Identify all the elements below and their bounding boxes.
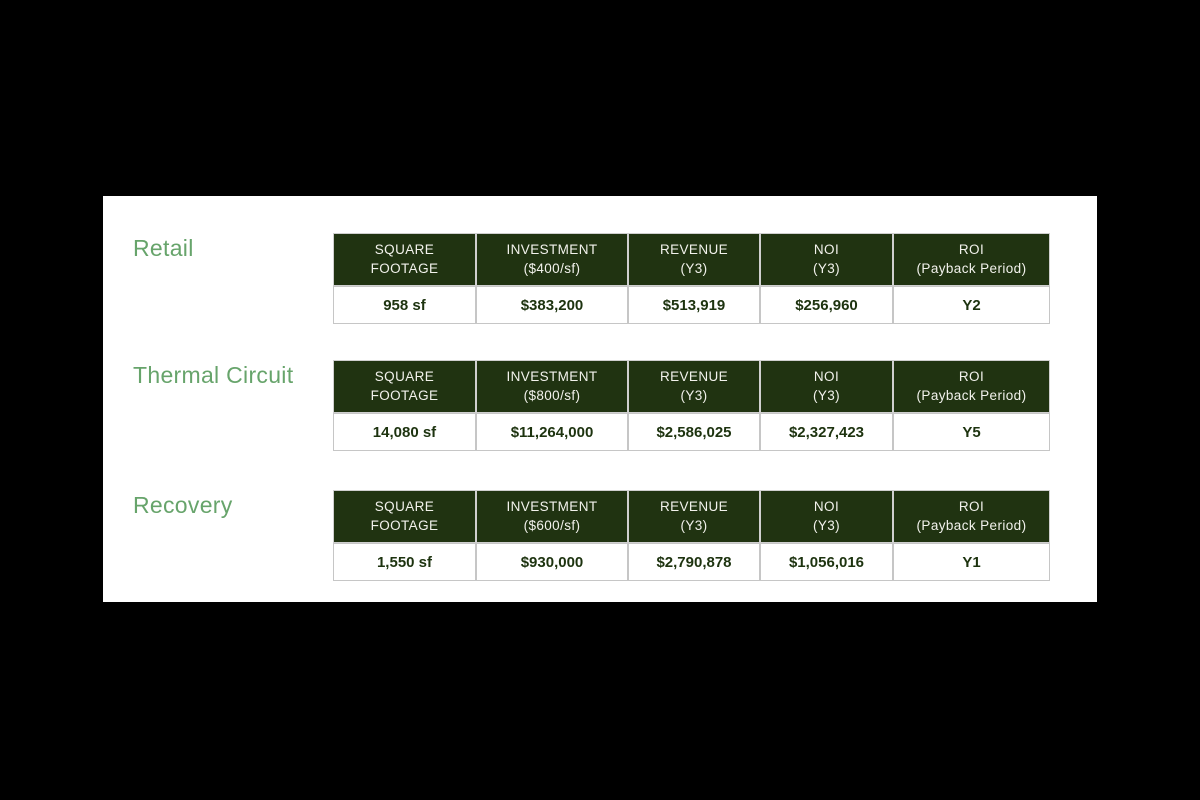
table-row: 1,550 sf $930,000 $2,790,878 $1,056,016 … — [333, 543, 1050, 581]
table-retail: SQUARE FOOTAGE INVESTMENT ($400/sf) REVE… — [333, 233, 1050, 324]
cell-investment: $383,200 — [476, 286, 628, 324]
column-header-square-footage: SQUARE FOOTAGE — [333, 233, 476, 286]
column-header-investment: INVESTMENT ($800/sf) — [476, 360, 628, 413]
table-header-row: SQUARE FOOTAGE INVESTMENT ($600/sf) REVE… — [333, 490, 1050, 543]
cell-square-footage: 958 sf — [333, 286, 476, 324]
cell-roi: Y2 — [893, 286, 1050, 324]
column-header-revenue: REVENUE (Y3) — [628, 233, 760, 286]
table-recovery: SQUARE FOOTAGE INVESTMENT ($600/sf) REVE… — [333, 490, 1050, 581]
table-thermal-circuit: SQUARE FOOTAGE INVESTMENT ($800/sf) REVE… — [333, 360, 1050, 451]
column-header-noi: NOI (Y3) — [760, 360, 893, 413]
cell-investment: $11,264,000 — [476, 413, 628, 451]
section-title-recovery: Recovery — [133, 492, 233, 518]
section-retail: Retail SQUARE FOOTAGE INVESTMENT ($400/s… — [133, 233, 1097, 324]
section-thermal-circuit: Thermal Circuit SQUARE FOOTAGE INVESTMEN… — [133, 360, 1097, 451]
table-row: 14,080 sf $11,264,000 $2,586,025 $2,327,… — [333, 413, 1050, 451]
cell-square-footage: 1,550 sf — [333, 543, 476, 581]
cell-roi: Y1 — [893, 543, 1050, 581]
cell-noi: $256,960 — [760, 286, 893, 324]
column-header-roi: ROI (Payback Period) — [893, 490, 1050, 543]
column-header-roi: ROI (Payback Period) — [893, 233, 1050, 286]
column-header-noi: NOI (Y3) — [760, 233, 893, 286]
cell-square-footage: 14,080 sf — [333, 413, 476, 451]
cell-revenue: $2,790,878 — [628, 543, 760, 581]
table-header-row: SQUARE FOOTAGE INVESTMENT ($800/sf) REVE… — [333, 360, 1050, 413]
cell-revenue: $2,586,025 — [628, 413, 760, 451]
content-panel: Retail SQUARE FOOTAGE INVESTMENT ($400/s… — [103, 196, 1097, 602]
section-title-thermal-circuit: Thermal Circuit — [133, 362, 294, 388]
cell-investment: $930,000 — [476, 543, 628, 581]
cell-noi: $1,056,016 — [760, 543, 893, 581]
column-header-revenue: REVENUE (Y3) — [628, 490, 760, 543]
cell-roi: Y5 — [893, 413, 1050, 451]
column-header-revenue: REVENUE (Y3) — [628, 360, 760, 413]
table-header-row: SQUARE FOOTAGE INVESTMENT ($400/sf) REVE… — [333, 233, 1050, 286]
column-header-square-footage: SQUARE FOOTAGE — [333, 490, 476, 543]
column-header-noi: NOI (Y3) — [760, 490, 893, 543]
section-title-retail: Retail — [133, 235, 194, 261]
cell-noi: $2,327,423 — [760, 413, 893, 451]
table-row: 958 sf $383,200 $513,919 $256,960 Y2 — [333, 286, 1050, 324]
section-recovery: Recovery SQUARE FOOTAGE INVESTMENT ($600… — [133, 490, 1097, 581]
column-header-investment: INVESTMENT ($400/sf) — [476, 233, 628, 286]
column-header-square-footage: SQUARE FOOTAGE — [333, 360, 476, 413]
column-header-roi: ROI (Payback Period) — [893, 360, 1050, 413]
cell-revenue: $513,919 — [628, 286, 760, 324]
column-header-investment: INVESTMENT ($600/sf) — [476, 490, 628, 543]
